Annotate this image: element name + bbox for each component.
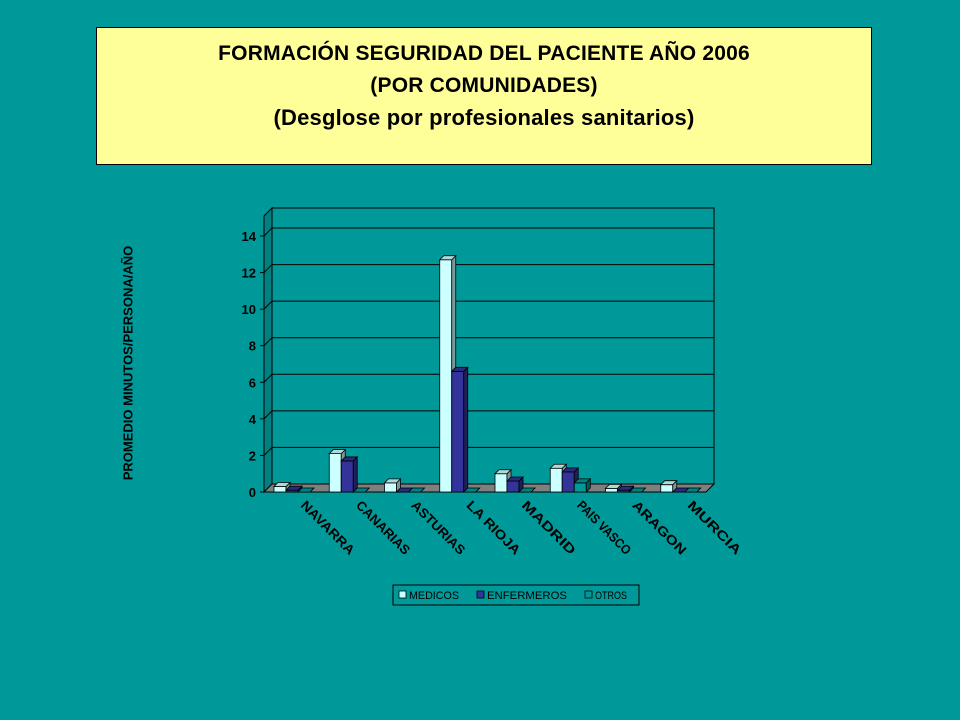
bar-top [462,487,481,493]
y-tick-label: 12 [242,266,256,281]
legend-swatch-medicos [398,590,407,599]
y-tick-label: 10 [242,302,256,317]
chart-subtitle-detail: (Desglose por profesionales sanitarios) [273,105,695,130]
bar-top [297,487,315,493]
bar-top [383,478,402,484]
gridline-side [263,300,273,310]
bar-top [285,485,303,491]
bar-enfermeros-aragon [616,485,635,493]
y-tick-label: 4 [249,412,257,427]
chart-subtitle: (POR COMUNIDADES) [370,74,598,97]
x-tick-label: ARAGON [629,498,689,558]
y-tick-label: 2 [249,448,256,463]
title-box: FORMACIÓN SEGURIDAD DEL PACIENTE AÑO 200… [96,27,872,165]
gridline-side [263,410,273,420]
bar-front [384,482,397,493]
x-tick-label: PAIS VASCO [574,498,634,558]
legend-box [392,584,640,606]
bar-top [573,478,592,484]
bar-top [438,255,457,261]
gridline-side [263,227,273,237]
bar-top [506,476,524,482]
legend-swatch-enfermeros [476,590,485,599]
bar-front [660,484,674,493]
bar-front [549,467,563,493]
bar-top [273,482,291,487]
bar-enfermeros-madrid [506,476,524,493]
y-tick-label: 6 [249,375,256,390]
gridline-side [263,337,273,347]
bar-top [683,487,702,493]
bar-front [439,259,453,493]
bar-enfermeros-la-rioja [450,366,469,493]
bar-otros-pais-vasco [573,477,592,493]
x-tick-label: ASTURIAS [408,498,468,558]
x-tick-label: LA RIOJA [464,498,525,559]
y-tick-label: 14 [242,229,257,244]
bar-front [451,370,465,493]
bar-side [352,455,358,493]
legend-label-enfermeros: ENFERMEROS [487,590,567,602]
bar-front [273,486,287,493]
legend-swatch-otros [584,590,593,599]
bar-top [628,487,647,493]
x-tick-label: NAVARRA [298,498,359,559]
bar-top [518,487,536,493]
gridline-side [263,264,273,273]
x-tick-label: MURCIA [685,498,746,559]
legend-label-medicos: MEDICOS [409,590,459,602]
bar-top [604,483,623,489]
y-tick-label: 0 [249,485,256,500]
gridline-side [263,447,273,456]
plot-back-wall [271,207,715,485]
bar-front [506,480,520,493]
bar-otros-murcia [683,487,702,493]
bar-otros-la-rioja [462,487,481,493]
bar-top [494,469,512,475]
bar-front [340,460,354,493]
gridline-side [263,373,273,383]
bar-top [659,480,678,486]
bar-medicos-murcia [659,479,678,493]
bar-front [573,482,587,493]
bar-front [494,473,508,493]
bar-top [616,485,635,491]
bar-top [561,467,580,473]
bar-side [463,366,469,493]
bar-otros-madrid [518,487,536,493]
bar-enfermeros-canarias [340,455,359,493]
bar-top [328,449,347,455]
chart-title: FORMACIÓN SEGURIDAD DEL PACIENTE AÑO 200… [218,42,750,65]
x-tick-label: CANARIAS [353,498,413,558]
x-tick-label: MADRID [519,498,579,558]
legend-label-otros: OTROS [595,590,627,602]
bar-top [450,366,469,372]
y-tick-label: 8 [249,339,256,354]
bar-front [561,471,575,493]
bar-top [549,463,568,469]
bar-otros-navarra [297,487,315,493]
bar-otros-canarias [352,487,371,493]
bar-front [328,453,342,493]
bar-top [340,456,359,462]
plot-side-wall [263,206,273,494]
bar-top [352,487,371,493]
bar-front [605,487,618,493]
bar-otros-asturias [407,487,426,493]
bar-otros-aragon [628,487,647,493]
bar-top [407,487,426,493]
